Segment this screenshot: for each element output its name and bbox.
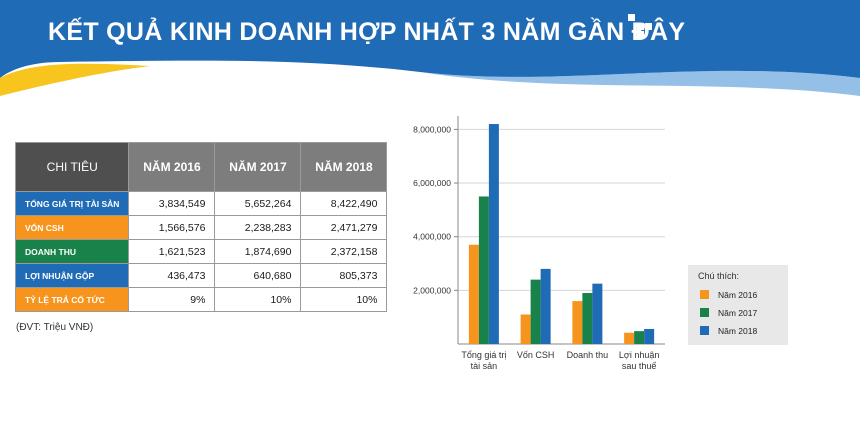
- legend-item-2016: Năm 2016: [700, 290, 757, 300]
- table-cell: 436,473: [128, 263, 216, 288]
- table-cell: 640,680: [214, 263, 302, 288]
- table-cell: 9%: [128, 287, 216, 312]
- bar: [540, 268, 551, 344]
- x-tick-label: Lợi nhuận: [619, 350, 659, 360]
- legend-label: Năm 2017: [718, 308, 758, 318]
- bar: [582, 293, 593, 344]
- legend-item-2017: Năm 2017: [700, 308, 757, 318]
- table-cell: 2,238,283: [214, 215, 302, 240]
- bar: [468, 244, 479, 344]
- table-row: DOANH THU 1,621,523 1,874,690 2,372,158: [14, 239, 388, 264]
- unit-note: (ĐVT: Triệu VNĐ): [16, 322, 94, 333]
- header-cell-2016: NĂM 2016: [128, 142, 216, 192]
- legend-swatch: [700, 326, 709, 335]
- header-cell-criteria: CHI TIÊU: [14, 142, 130, 192]
- table-cell: 1,874,690: [214, 239, 302, 264]
- row-label: DOANH THU: [14, 239, 130, 264]
- page-title: KẾT QUẢ KINH DOANH HỢP NHẤT 3 NĂM GẦN ĐÂ…: [48, 18, 686, 46]
- table-row: VỐN CSH 1,566,576 2,238,283 2,471,279: [14, 215, 388, 240]
- table-cell: 1,566,576: [128, 215, 216, 240]
- x-tick-label: Tổng giá trị: [461, 350, 506, 360]
- row-label: TỔNG GIÁ TRỊ TÀI SẢN: [14, 191, 130, 216]
- bar-chart: 2,000,000 4,000,000 6,000,000 8,000,000 Tổng…: [413, 116, 665, 371]
- row-label: TỶ LỆ TRẢ CỔ TỨC: [14, 287, 130, 312]
- logo-icon: [628, 14, 652, 38]
- header-cell-2017: NĂM 2017: [214, 142, 302, 192]
- bar: [592, 283, 603, 344]
- table-row: TỔNG GIÁ TRỊ TÀI SẢN 3,834,549 5,652,264 8,…: [14, 191, 388, 216]
- row-label: LỢI NHUẬN GỘP: [14, 263, 130, 288]
- header-cell-2018: NĂM 2018: [300, 142, 388, 192]
- y-tick-label: 8,000,000: [413, 124, 451, 134]
- bar: [488, 124, 499, 344]
- table-cell: 10%: [214, 287, 302, 312]
- bar: [572, 301, 583, 344]
- x-tick-label: tài sản: [471, 361, 498, 371]
- bar: [644, 328, 655, 344]
- x-tick-label: sau thuế: [622, 361, 657, 371]
- bar: [530, 279, 541, 344]
- y-tick-label: 2,000,000: [413, 285, 451, 295]
- legend-label: Năm 2016: [718, 290, 758, 300]
- legend-swatch: [700, 308, 709, 317]
- table-cell: 10%: [300, 287, 388, 312]
- legend-swatch: [700, 290, 709, 299]
- table-row: LỢI NHUẬN GỘP 436,473 640,680 805,373: [14, 263, 388, 288]
- bar: [478, 196, 489, 344]
- legend-title: Chú thích:: [698, 271, 740, 281]
- table-cell: 5,652,264: [214, 191, 302, 216]
- table-cell: 2,471,279: [300, 215, 388, 240]
- header-banner: [0, 0, 860, 96]
- y-tick-label: 4,000,000: [413, 232, 451, 242]
- table-cell: 3,834,549: [128, 191, 216, 216]
- row-label: VỐN CSH: [14, 215, 130, 240]
- table-cell: 805,373: [300, 263, 388, 288]
- legend-item-2018: Năm 2018: [700, 326, 757, 336]
- y-tick-label: 6,000,000: [413, 178, 451, 188]
- legend-label: Năm 2018: [718, 326, 758, 336]
- table-cell: 8,422,490: [300, 191, 388, 216]
- table-header-row: CHI TIÊU NĂM 2016 NĂM 2017 NĂM 2018: [14, 142, 388, 192]
- chart-legend: Chú thích: Năm 2016 Năm 2017 Năm 2018: [688, 265, 788, 345]
- table-row: TỶ LỆ TRẢ CỔ TỨC 9% 10% 10%: [14, 287, 388, 312]
- bar: [624, 332, 635, 344]
- results-table: CHI TIÊU NĂM 2016 NĂM 2017 NĂM 2018 TỔNG…: [14, 142, 388, 312]
- bar: [634, 331, 645, 344]
- table-cell: 1,621,523: [128, 239, 216, 264]
- x-tick-label: Doanh thu: [567, 350, 609, 360]
- x-tick-label: Vốn CSH: [517, 350, 555, 360]
- table-cell: 2,372,158: [300, 239, 388, 264]
- bar: [520, 314, 531, 344]
